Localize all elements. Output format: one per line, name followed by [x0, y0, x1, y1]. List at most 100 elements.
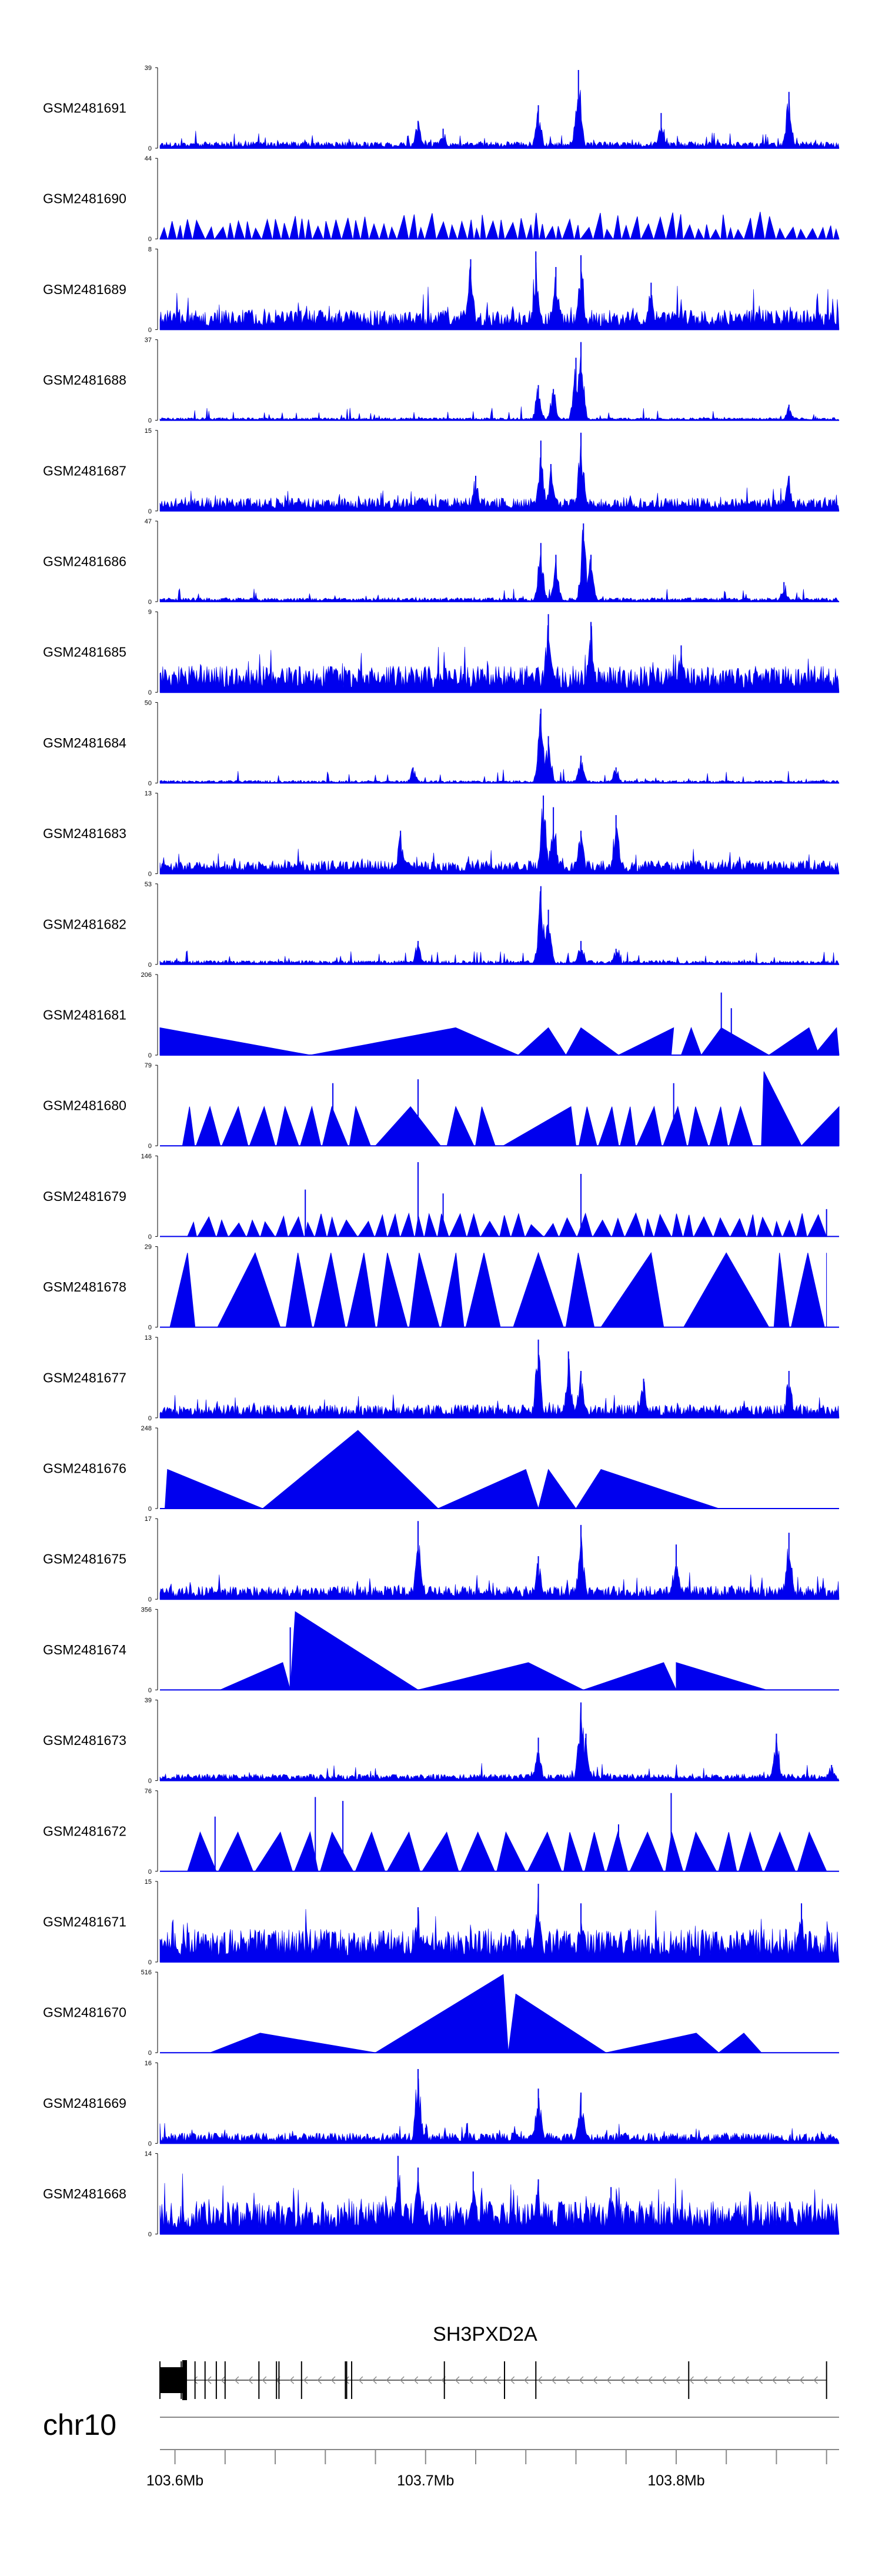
signal-triangle-4 [246, 1219, 260, 1237]
signal-triangle-4 [676, 1662, 767, 1690]
signal-triangle-3 [294, 1831, 319, 1872]
signal-triangle-13 [375, 1214, 387, 1237]
signal-triangle-61 [720, 214, 727, 239]
gene-exon-block [182, 2360, 187, 2400]
track-GSM2481675: GSM2481675 17 0 [43, 1516, 840, 1603]
y-tick-label-zero: 0 [148, 1415, 152, 1422]
signal-area [159, 1354, 840, 1419]
track-GSM2481677: GSM2481677 13 0 [43, 1334, 840, 1422]
signal-triangle-4 [717, 2033, 762, 2053]
track-label: GSM2481679 [43, 1189, 126, 1204]
y-tick-label-max: 13 [145, 1334, 152, 1342]
track-GSM2481690: GSM2481690 44 0 [43, 155, 840, 243]
y-tick-label-max: 37 [145, 337, 152, 344]
signal-triangle-24 [525, 1224, 544, 1237]
signal-triangle-14 [600, 1252, 664, 1328]
track-label: GSM2481683 [43, 826, 126, 841]
signal-triangle-34 [473, 227, 480, 239]
signal-triangle-1 [310, 1027, 519, 1056]
signal-triangle-8 [304, 1221, 315, 1237]
signal-triangle-26 [559, 1217, 577, 1237]
signal-area [159, 891, 840, 965]
signal-triangle-12 [620, 1106, 636, 1146]
signal-triangle-30 [624, 1212, 644, 1237]
track-label: GSM2481676 [43, 1461, 126, 1476]
signal-triangle-11 [598, 1106, 619, 1146]
signal-triangle-33 [467, 219, 474, 239]
signal-triangle-10 [251, 227, 262, 239]
y-tick-label-max: 53 [145, 881, 152, 888]
signal-triangle-43 [545, 225, 556, 239]
signal-triangle-5 [355, 1831, 386, 1872]
y-tick-label-max: 9 [148, 609, 152, 616]
signal-triangle-3 [537, 1469, 577, 1509]
track-label: GSM2481675 [43, 1551, 126, 1567]
y-tick-label-max: 17 [145, 1516, 152, 1523]
signal-triangle-32 [654, 1213, 672, 1237]
signal-triangle-3 [377, 1253, 408, 1328]
signal-triangle-9 [475, 1106, 496, 1146]
signal-triangle-0 [220, 1662, 291, 1690]
track-GSM2481679: GSM2481679 146 0 [43, 1153, 839, 1240]
strand-arrow [358, 2376, 363, 2384]
signal-triangle-68 [785, 226, 797, 239]
track-GSM2481684: GSM2481684 50 0 [43, 699, 840, 787]
x-tick-label: 103.6Mb [146, 2472, 203, 2489]
track-GSM2481689: GSM2481689 8 0 [43, 246, 840, 333]
signal-triangle-43 [807, 1213, 827, 1237]
signal-triangle-44 [556, 226, 563, 239]
signal-triangle-21 [353, 220, 361, 239]
strand-arrow [771, 2376, 777, 2384]
signal-triangle-67 [776, 227, 786, 239]
signal-triangle-16 [709, 1106, 729, 1146]
signal-triangle-27 [577, 1212, 593, 1237]
track-GSM2481683: GSM2481683 13 0 [43, 790, 840, 878]
signal-triangle-57 [683, 224, 695, 239]
y-tick-label-max: 50 [145, 699, 152, 706]
signal-triangle-0 [210, 2033, 376, 2053]
signal-triangle-45 [562, 218, 574, 239]
signal-triangle-15 [400, 1212, 415, 1237]
signal-triangle-1 [218, 1831, 254, 1872]
strand-arrow [758, 2376, 763, 2384]
signal-triangle-7 [288, 1216, 305, 1237]
gene-track: SH3PXD2A [159, 2323, 827, 2400]
signal-triangle-1 [290, 1611, 419, 1690]
y-tick-label-max: 248 [141, 1425, 152, 1432]
signal-triangle-42 [796, 1213, 807, 1237]
signal-triangle-1 [197, 1216, 216, 1237]
strand-arrow [786, 2376, 791, 2384]
track-GSM2481669: GSM2481669 16 0 [43, 2060, 840, 2147]
strand-arrow [469, 2376, 473, 2384]
track-label: GSM2481677 [43, 1370, 126, 1385]
strand-arrow [551, 2376, 556, 2384]
signal-triangle-6 [322, 1106, 349, 1146]
strand-arrow [689, 2376, 694, 2384]
signal-triangle-9 [496, 1831, 526, 1872]
strand-arrow [593, 2376, 597, 2384]
strand-arrow [482, 2376, 487, 2384]
signal-area [159, 808, 840, 874]
signal-triangle-5 [680, 1026, 702, 1056]
signal-triangle-9 [315, 1213, 327, 1237]
signal-triangle-35 [480, 215, 486, 239]
signal-triangle-15 [683, 1252, 770, 1328]
strand-arrow [662, 2376, 667, 2384]
track-GSM2481680: GSM2481680 79 0 [43, 1062, 840, 1150]
signal-triangle-2 [221, 1106, 249, 1146]
track-GSM2481687: GSM2481687 15 0 [43, 428, 840, 515]
track-GSM2481682: GSM2481682 53 0 [43, 881, 840, 969]
signal-triangle-58 [694, 228, 704, 239]
signal-triangle-42 [539, 223, 546, 239]
signal-triangle-19 [331, 219, 342, 239]
signal-triangle-70 [806, 228, 818, 239]
strand-arrow [317, 2376, 322, 2384]
y-tick-label-max: 16 [145, 2060, 152, 2067]
gene-name-label: SH3PXD2A [433, 2323, 537, 2345]
y-tick-label-zero: 0 [148, 145, 152, 152]
strand-arrow [510, 2376, 515, 2384]
signal-triangle-2 [507, 1993, 607, 2053]
signal-triangle-5 [440, 1253, 465, 1328]
track-GSM2481668: GSM2481668 14 0 [43, 2151, 840, 2238]
